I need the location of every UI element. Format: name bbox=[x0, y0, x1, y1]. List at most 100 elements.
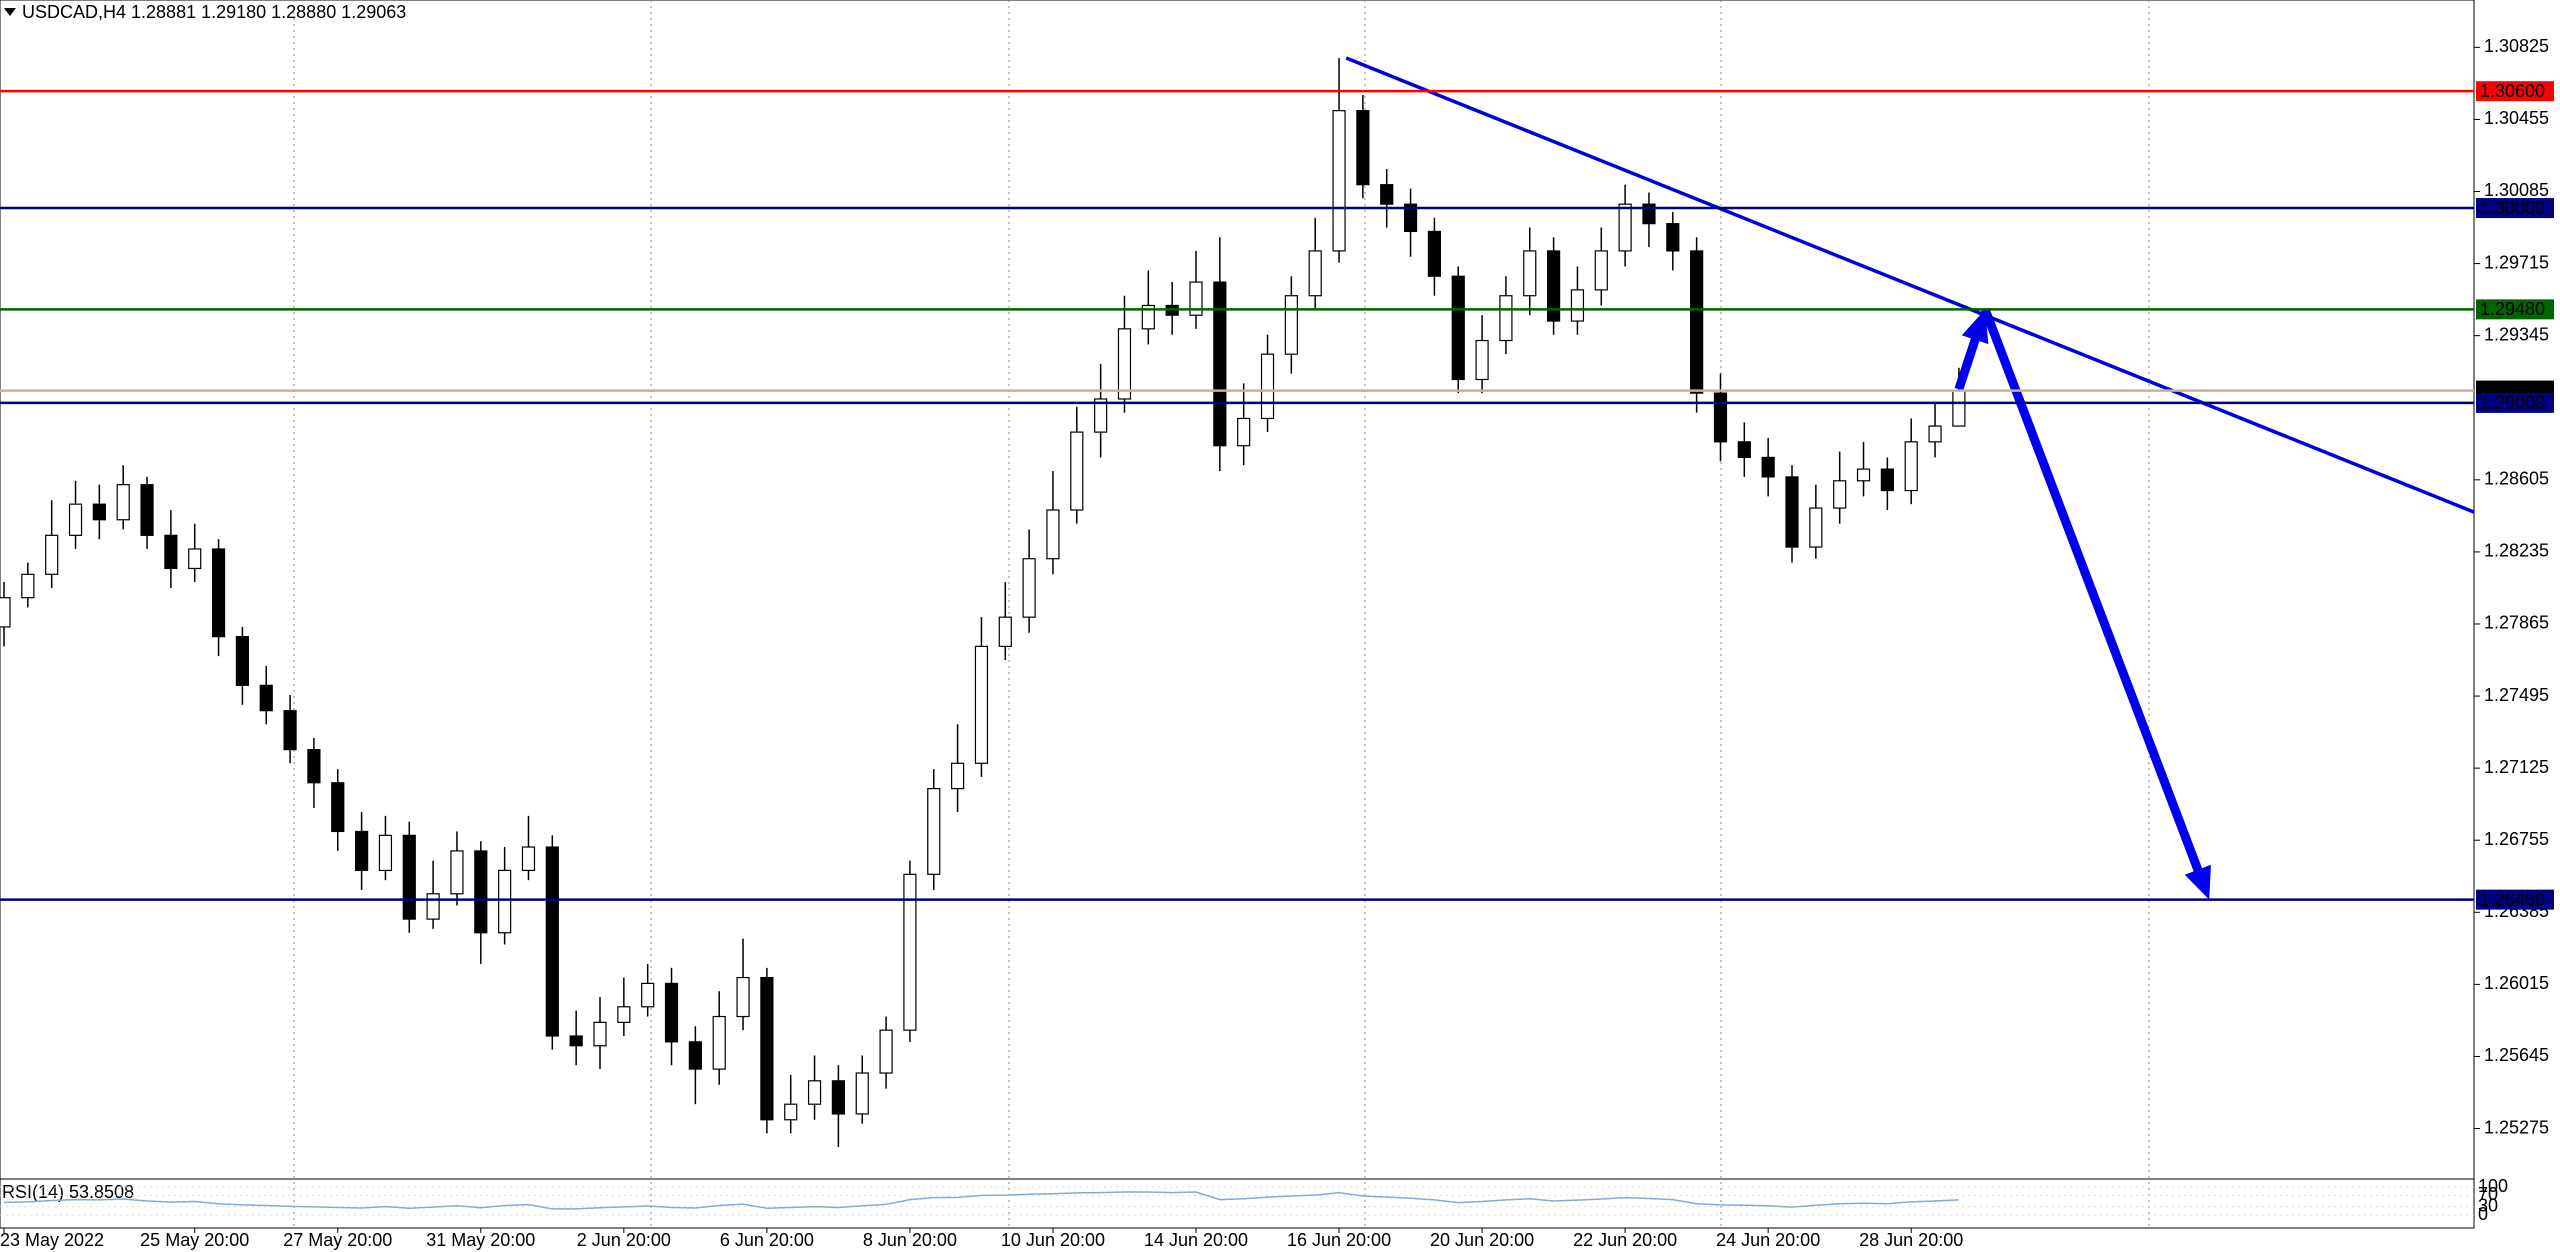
y-tick-label: 1.27125 bbox=[2484, 757, 2549, 777]
candle-body bbox=[688, 1041, 702, 1070]
y-tick-label: 1.27495 bbox=[2484, 685, 2549, 705]
x-tick-label: 23 May 2022 bbox=[0, 1230, 104, 1250]
x-tick-label: 8 Jun 20:00 bbox=[863, 1230, 957, 1250]
y-tick-label: 1.29345 bbox=[2484, 324, 2549, 344]
y-tick-label: 1.30825 bbox=[2484, 36, 2549, 56]
arrow-shaft bbox=[1954, 330, 1982, 391]
candle-body bbox=[1117, 328, 1132, 400]
candle-body bbox=[474, 850, 488, 934]
candle-body bbox=[1785, 476, 1799, 548]
level-label: 1.30600 bbox=[2480, 81, 2545, 101]
candle-body bbox=[545, 846, 559, 1037]
candle-body bbox=[1308, 250, 1322, 297]
candle-body bbox=[1952, 389, 1966, 427]
candle-body bbox=[426, 893, 440, 920]
candle-body bbox=[1070, 431, 1084, 511]
candle-body bbox=[1237, 417, 1251, 447]
candle-body bbox=[1856, 468, 1871, 482]
candle-body bbox=[1809, 507, 1823, 548]
x-tick-label: 22 Jun 20:00 bbox=[1573, 1230, 1677, 1250]
candle-body bbox=[1213, 281, 1227, 447]
plot-area bbox=[0, 56, 2474, 1148]
candle-body bbox=[402, 834, 416, 920]
x-tick-label: 14 Jun 20:00 bbox=[1144, 1230, 1248, 1250]
candle-body bbox=[378, 834, 393, 872]
candle-body bbox=[879, 1029, 893, 1074]
rsi-tick-label: 0 bbox=[2478, 1204, 2488, 1224]
candle-body bbox=[950, 762, 965, 790]
y-tick-label: 1.26755 bbox=[2484, 829, 2549, 849]
x-tick-label: 2 Jun 20:00 bbox=[577, 1230, 671, 1250]
rsi-pane bbox=[0, 1178, 2475, 1229]
y-tick-label: 1.25645 bbox=[2484, 1045, 2549, 1065]
y-tick-label: 1.25275 bbox=[2484, 1117, 2549, 1137]
candle-body bbox=[1928, 425, 1942, 443]
candle-body bbox=[1332, 110, 1346, 252]
rsi-tick-label: 70 bbox=[2478, 1184, 2498, 1204]
candle-body bbox=[1546, 250, 1561, 322]
candle-body bbox=[1189, 281, 1203, 316]
candle-body bbox=[760, 976, 774, 1121]
y-tick-label: 1.27865 bbox=[2484, 613, 2549, 633]
candle-body bbox=[1141, 304, 1155, 330]
x-tick-label: 10 Jun 20:00 bbox=[1001, 1230, 1105, 1250]
candle-body bbox=[641, 982, 655, 1008]
level-label-box bbox=[2476, 198, 2554, 219]
candle-body bbox=[974, 645, 989, 764]
candle-body bbox=[450, 850, 464, 895]
y-tick-label: 1.29715 bbox=[2484, 252, 2549, 272]
level-label: 1.29480 bbox=[2480, 299, 2545, 319]
rsi-label: RSI(14) 53.8508 bbox=[2, 1182, 134, 1202]
candle-body bbox=[569, 1035, 583, 1047]
candle-body bbox=[1403, 203, 1418, 233]
candle-body bbox=[1594, 250, 1608, 291]
chart-title: USDCAD,H4 1.28881 1.29180 1.28880 1.2906… bbox=[22, 2, 406, 22]
candle-body bbox=[1666, 223, 1680, 252]
candle-body bbox=[1094, 398, 1108, 433]
level-label: 1.26450 bbox=[2480, 889, 2545, 909]
candle-body bbox=[307, 749, 321, 784]
candle-body bbox=[1284, 295, 1298, 355]
candle-body bbox=[521, 846, 536, 872]
candle-body bbox=[712, 1015, 726, 1070]
level-label-box bbox=[2476, 889, 2554, 910]
candle-body bbox=[927, 787, 941, 875]
candle-body bbox=[855, 1072, 869, 1115]
candle-body bbox=[188, 548, 202, 570]
candle-body bbox=[903, 873, 917, 1031]
x-tick-label: 16 Jun 20:00 bbox=[1287, 1230, 1391, 1250]
y-tick-label: 1.28605 bbox=[2484, 469, 2549, 489]
candle-body bbox=[283, 710, 297, 751]
x-tick-label: 24 Jun 20:00 bbox=[1716, 1230, 1820, 1250]
candle-body bbox=[498, 869, 512, 934]
candle-body bbox=[1427, 230, 1442, 277]
candle-body bbox=[21, 573, 35, 599]
candle-body bbox=[1618, 203, 1632, 252]
candle-body bbox=[331, 782, 345, 833]
candle-body bbox=[1713, 392, 1728, 443]
candle-body bbox=[68, 503, 83, 536]
candle-body bbox=[211, 548, 226, 638]
candle-body bbox=[593, 1021, 607, 1047]
candle-body bbox=[0, 597, 11, 628]
candle-body bbox=[1475, 339, 1489, 381]
level-label-box bbox=[2476, 392, 2554, 413]
candle-body bbox=[355, 830, 369, 872]
candle-body bbox=[998, 616, 1012, 647]
y-tick-label: 1.30455 bbox=[2484, 108, 2549, 128]
candle-body bbox=[664, 982, 679, 1043]
y-tick-label: 1.26015 bbox=[2484, 973, 2549, 993]
candle-body bbox=[1904, 441, 1918, 492]
candle-body bbox=[1451, 275, 1465, 381]
level-label: 1.30000 bbox=[2480, 198, 2545, 218]
candle-body bbox=[807, 1080, 822, 1105]
candle-body bbox=[1570, 289, 1585, 322]
candle-body bbox=[1260, 353, 1275, 420]
rsi-tick-label: 100 bbox=[2478, 1176, 2508, 1196]
candle-body bbox=[1356, 110, 1370, 186]
period-separators bbox=[293, 0, 2150, 1228]
candle-body bbox=[1761, 456, 1775, 478]
x-tick-label: 20 Jun 20:00 bbox=[1430, 1230, 1534, 1250]
menu-triangle bbox=[4, 8, 16, 16]
